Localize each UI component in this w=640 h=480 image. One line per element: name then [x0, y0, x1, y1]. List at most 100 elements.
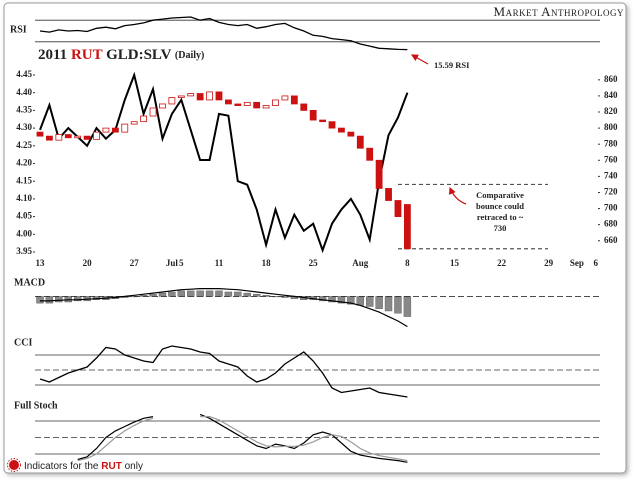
histogram-bar [281, 296, 289, 298]
footer-icon [7, 458, 21, 472]
candle [168, 97, 176, 105]
line [200, 416, 408, 462]
candle [93, 131, 100, 140]
y2-tick-label: 800 [604, 122, 618, 132]
histogram-bar [168, 291, 176, 297]
candle [347, 131, 355, 137]
panel-label: Full Stoch [14, 400, 58, 411]
y2-tick-label: 660 [604, 235, 618, 245]
candle [385, 188, 392, 201]
y-tick-label: 4.35 [16, 104, 32, 114]
histogram-bar [73, 296, 82, 302]
x-tick-label: 11 [215, 258, 224, 268]
y-tick-label: 4.25 [16, 140, 32, 150]
histogram-bar [196, 290, 204, 297]
x-tick-label: 27 [130, 258, 140, 268]
candle [177, 95, 185, 98]
candle [253, 101, 261, 109]
footer-part: only [125, 461, 143, 472]
y-tick-label: 4.00 [16, 228, 32, 238]
x-tick-label: 5 [179, 258, 184, 268]
arrow [410, 54, 429, 65]
histogram-bar [55, 296, 63, 303]
histogram-bar [403, 296, 412, 317]
line [199, 413, 408, 463]
candle [394, 200, 402, 218]
annotation: retraced to ~ [477, 212, 524, 222]
x-tick-label: 25 [309, 258, 319, 268]
title-part: 2011 [38, 47, 67, 63]
x-tick-label: Jul [166, 258, 179, 268]
candle [206, 91, 213, 101]
line [40, 288, 408, 328]
x-tick-label: 13 [36, 258, 46, 268]
histogram-bar [177, 290, 186, 297]
title-part: (Daily) [175, 50, 204, 61]
histogram-bar [394, 296, 402, 314]
y2-tick-label: 860 [604, 74, 618, 84]
footer-part: RUT [101, 461, 122, 472]
annotation: Comparative [476, 190, 524, 200]
x-tick-label: 22 [497, 258, 507, 268]
annotation: 15.59 RSI [434, 60, 470, 70]
y-tick-label: 4.45 [16, 69, 32, 79]
candle [36, 131, 44, 137]
y-tick-label: 3.95 [16, 246, 32, 256]
line [77, 416, 154, 461]
histogram-bar [243, 292, 251, 297]
footer-part: Indicators for the [24, 461, 99, 472]
x-tick-label: 29 [544, 258, 554, 268]
histogram-bar [224, 291, 233, 297]
panel-label: RSI [10, 24, 27, 35]
y2-tick-label: 700 [604, 203, 618, 213]
arrow [448, 186, 467, 205]
y2-tick-label: 720 [604, 187, 618, 197]
y-tick-label: 4.10 [16, 193, 32, 203]
x-tick-label: Sep [570, 258, 584, 268]
candle [224, 99, 232, 105]
panel-label: MACD [14, 277, 45, 288]
candle [366, 147, 374, 161]
histogram-bar [375, 296, 383, 309]
line [39, 345, 408, 398]
y2-tick-label: 760 [604, 154, 618, 164]
candle [403, 204, 411, 250]
brand: Market Anthropology [494, 4, 624, 19]
histogram-bar [205, 290, 214, 297]
candle [111, 127, 119, 133]
x-tick-label: 8 [405, 258, 410, 268]
histogram-bar [187, 290, 195, 297]
y-tick-label: 4.40 [16, 87, 32, 97]
title-part: GLD:SLV [106, 47, 171, 63]
candle [243, 101, 251, 106]
candle [375, 159, 383, 189]
y2-tick-label: 740 [604, 170, 618, 180]
y-tick-label: 4.20 [16, 158, 32, 168]
histogram-bar [318, 296, 327, 302]
annotation: bounce could [476, 201, 524, 211]
candle [281, 95, 289, 101]
histogram-bar [262, 295, 270, 297]
candle [356, 135, 364, 149]
annotation: 730 [494, 223, 507, 233]
candle [121, 123, 129, 133]
x-tick-label: 20 [83, 258, 93, 268]
y2-tick-label: 680 [604, 219, 618, 229]
candle [102, 127, 110, 133]
frame [3, 2, 627, 474]
candle [159, 103, 166, 109]
candle [215, 91, 223, 101]
panel-label: CCI [14, 337, 32, 348]
chart-title: 2011 RUT GLD:SLV (Daily) [38, 47, 204, 63]
candle [319, 119, 327, 123]
histogram-bar [234, 291, 242, 297]
candle [262, 105, 270, 109]
histogram-bar [366, 296, 374, 307]
candle [130, 121, 138, 125]
candle [187, 93, 195, 97]
candle [309, 110, 317, 121]
line [39, 16, 408, 51]
histogram-bar [384, 296, 393, 312]
histogram-bar [215, 290, 223, 297]
